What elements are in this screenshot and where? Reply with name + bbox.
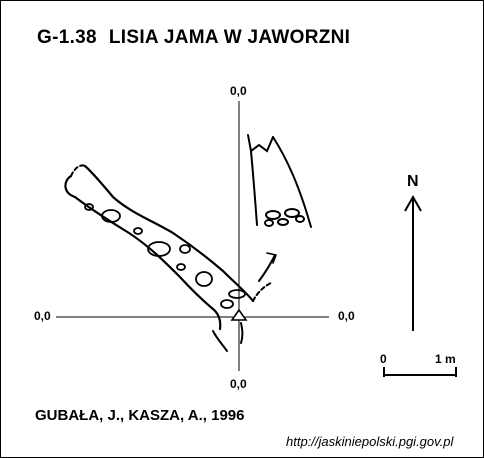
axis-label-right: 0,0 — [338, 309, 355, 323]
scale-start-label: 0 — [380, 352, 387, 366]
entrance-triangle-icon — [230, 308, 248, 321]
authors-credit: GUBAŁA, J., KASZA, A., 1996 — [35, 407, 245, 424]
axis-label-bottom: 0,0 — [230, 377, 247, 391]
main-passage — [64, 164, 277, 352]
boulder — [228, 289, 246, 299]
boulder — [295, 215, 305, 223]
boulder — [179, 244, 191, 254]
source-url: http://jaskiniepolski.pgi.gov.pl — [286, 434, 454, 449]
north-label: N — [407, 173, 419, 190]
boulder — [133, 227, 143, 235]
boulder — [176, 263, 186, 271]
boulder — [220, 299, 234, 309]
passage-boulders — [84, 203, 246, 309]
boulder — [277, 218, 289, 226]
cave-name: LISIA JAMA W JAWORZNI — [108, 27, 351, 48]
boulder — [84, 203, 94, 211]
north-arrow-icon — [404, 194, 422, 331]
axis-label-top: 0,0 — [230, 84, 247, 98]
map-title: G-1.38 LISIA JAMA W JAWORZNI — [37, 27, 350, 49]
axis-label-left: 0,0 — [34, 309, 51, 323]
passage-cross-section — [247, 134, 312, 228]
boulder — [147, 241, 171, 257]
boulder — [195, 271, 213, 287]
scale-end-label: 1 m — [435, 352, 456, 366]
boulder — [284, 208, 300, 218]
boulder — [265, 210, 281, 220]
scale-bar — [383, 367, 457, 377]
boulder — [101, 209, 121, 223]
boulder — [264, 219, 274, 227]
cave-code: G-1.38 — [37, 27, 97, 48]
